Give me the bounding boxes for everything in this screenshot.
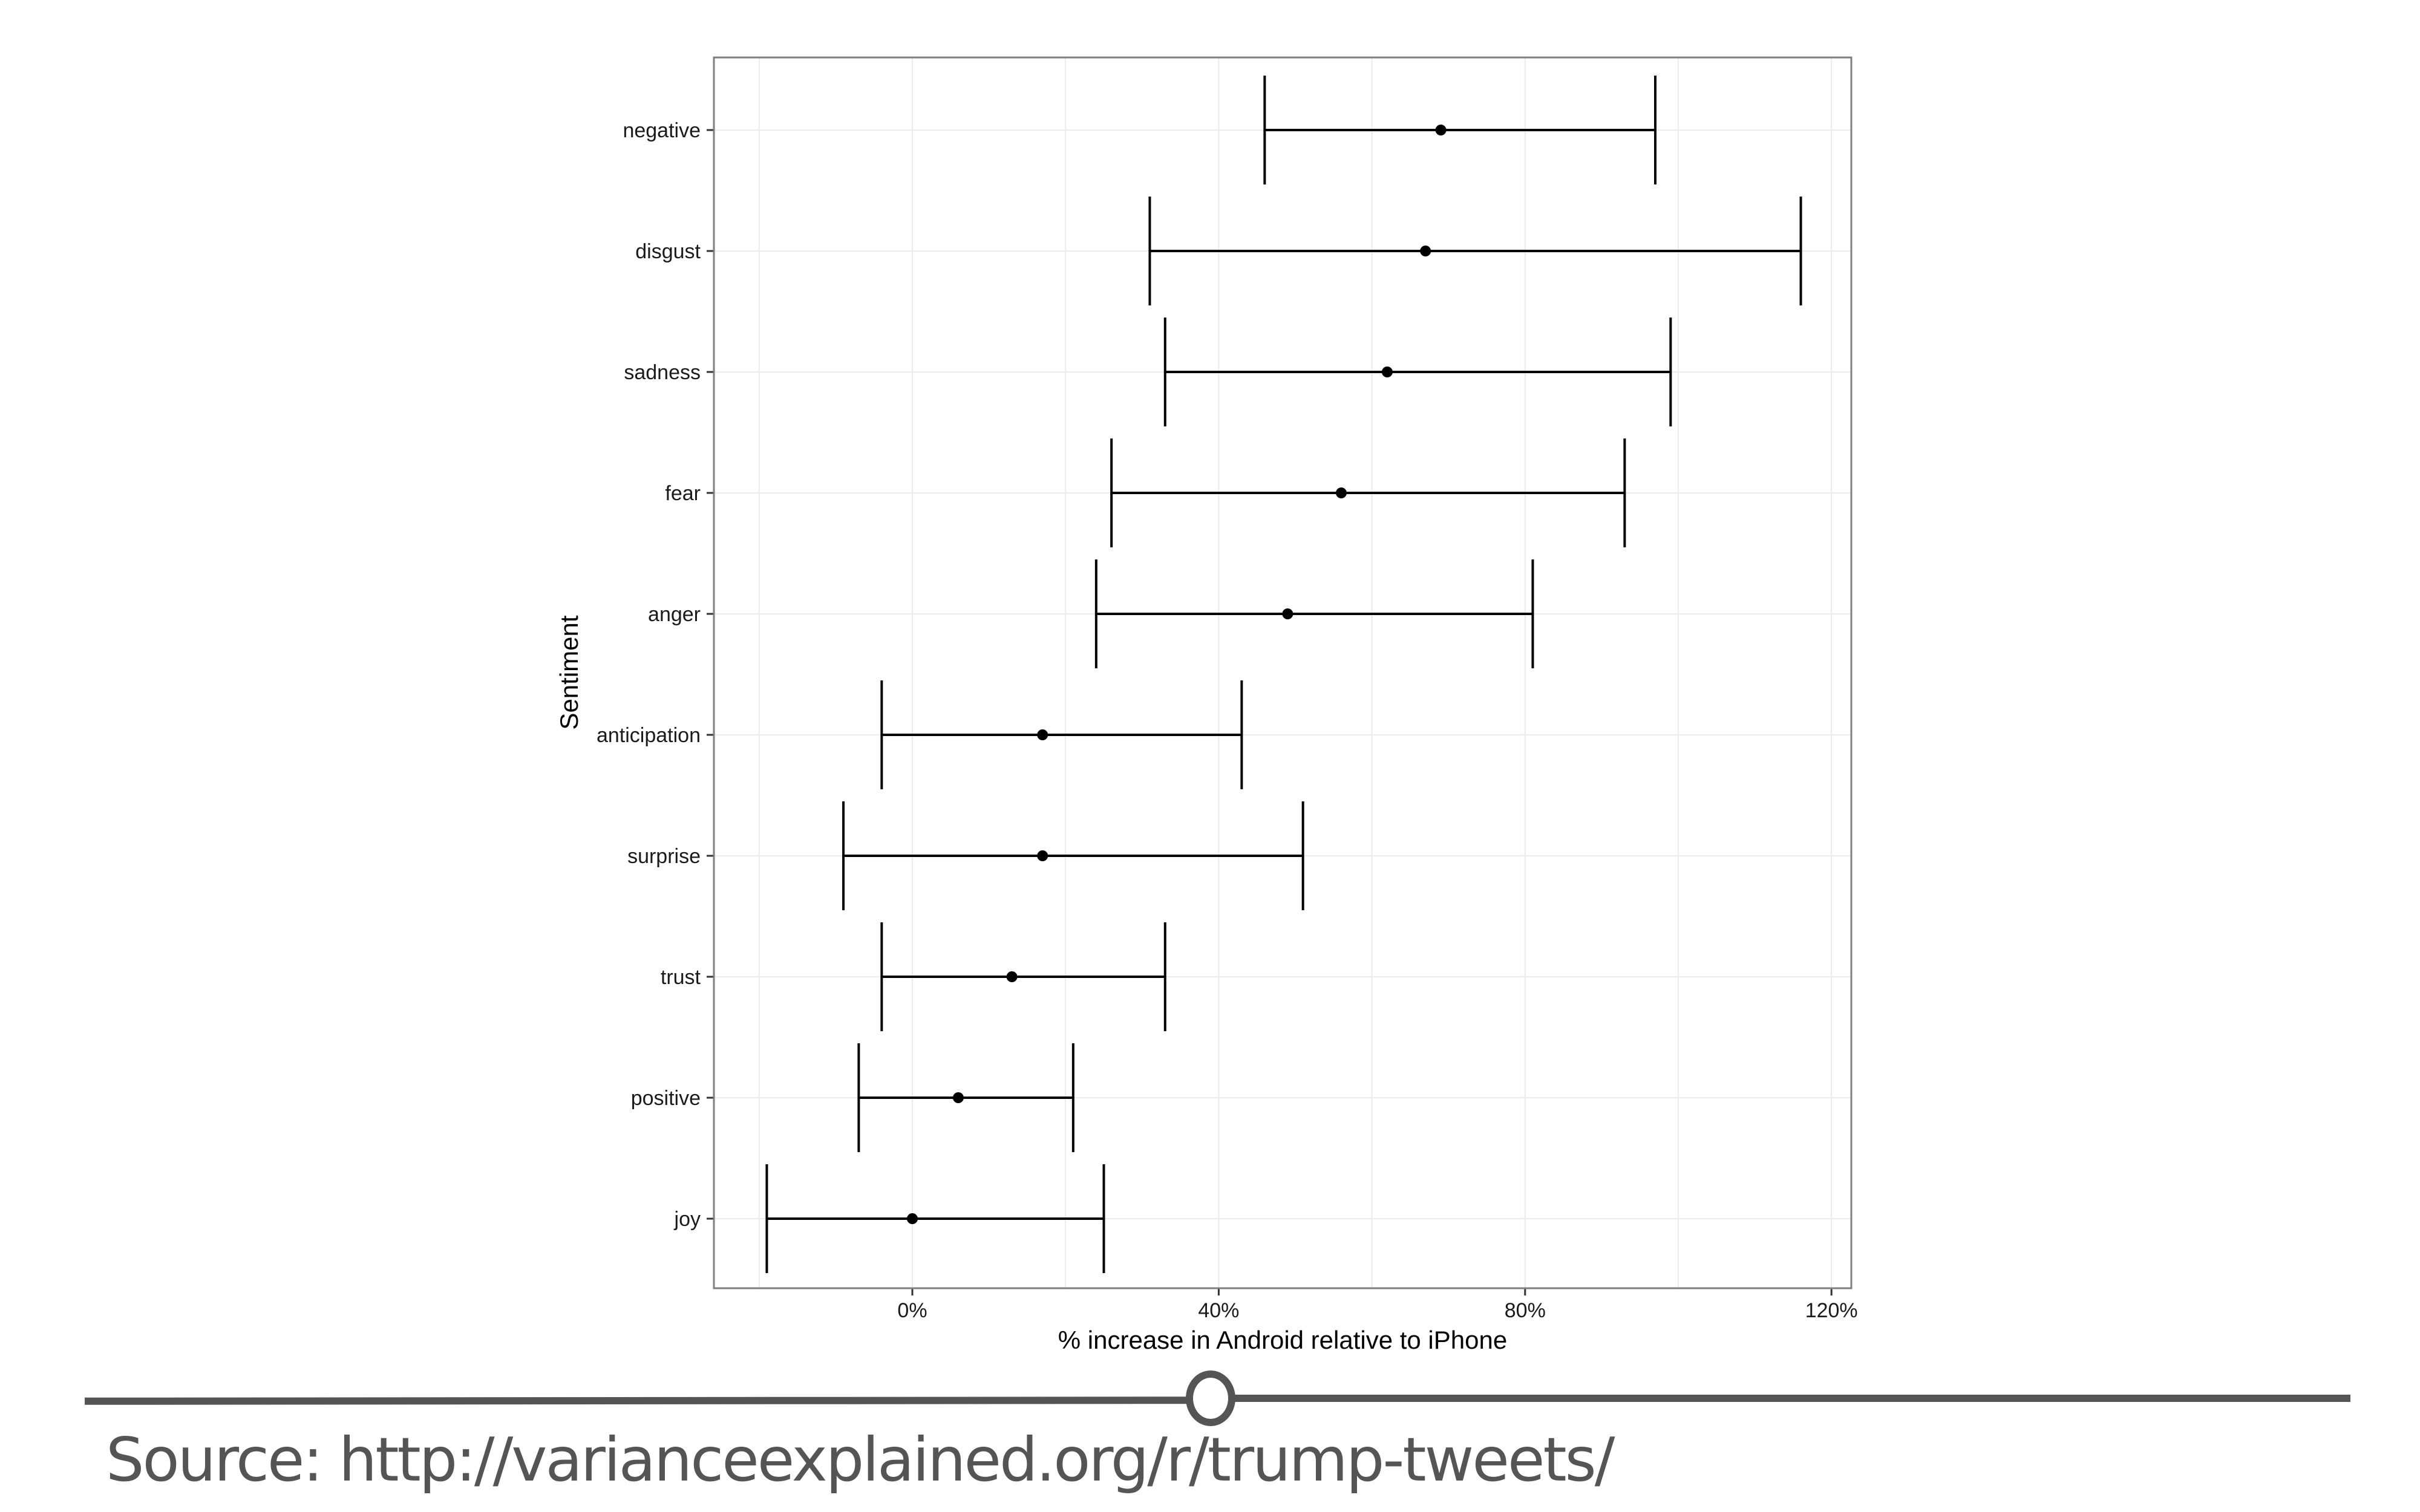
point-positive: [952, 1092, 964, 1103]
errorbar-layer: [765, 76, 1802, 1273]
point-sadness: [1381, 367, 1393, 377]
point-disgust: [1420, 246, 1431, 256]
axis-layer: negative disgust sadness fear anger anticipat…: [597, 119, 1858, 1322]
y-tick-label-anticipation: anticipation: [597, 724, 701, 747]
point-negative: [1435, 125, 1447, 135]
x-tick-label: 40%: [1198, 1299, 1239, 1322]
sentiment-chart: negative disgust sadness fear anger anticipat…: [555, 56, 1858, 1354]
x-axis-title: % increase in Android relative to iPhone: [1058, 1326, 1507, 1354]
point-trust: [1006, 971, 1018, 982]
x-tick-label: 80%: [1505, 1299, 1546, 1322]
point-fear: [1335, 487, 1347, 498]
y-tick-label-fear: fear: [665, 482, 701, 505]
grid-layer: [714, 57, 1851, 1288]
point-anger: [1282, 608, 1293, 619]
point-joy: [907, 1213, 918, 1224]
y-tick-label-trust: trust: [661, 966, 701, 989]
y-tick-label-joy: joy: [674, 1208, 701, 1231]
y-tick-label-negative: negative: [623, 119, 701, 142]
point-anticipation: [1037, 729, 1048, 740]
point-surprise: [1037, 850, 1048, 861]
divider-line-right: [1234, 1395, 2350, 1402]
y-tick-label-disgust: disgust: [635, 240, 701, 263]
divider-knob: [1186, 1370, 1235, 1426]
divider-line-left: [84, 1396, 1192, 1405]
x-tick-label: 0%: [897, 1299, 927, 1322]
y-axis-title: Sentiment: [555, 615, 583, 729]
x-tick-label: 120%: [1805, 1299, 1858, 1322]
plot-panel-border: [713, 56, 1853, 1289]
source-citation: Source: http://varianceexplained.org/r/t…: [106, 1424, 1615, 1495]
y-tick-label-surprise: surprise: [627, 845, 701, 868]
y-tick-label-positive: positive: [631, 1087, 701, 1110]
y-tick-label-sadness: sadness: [624, 361, 701, 384]
y-tick-label-anger: anger: [648, 603, 701, 626]
